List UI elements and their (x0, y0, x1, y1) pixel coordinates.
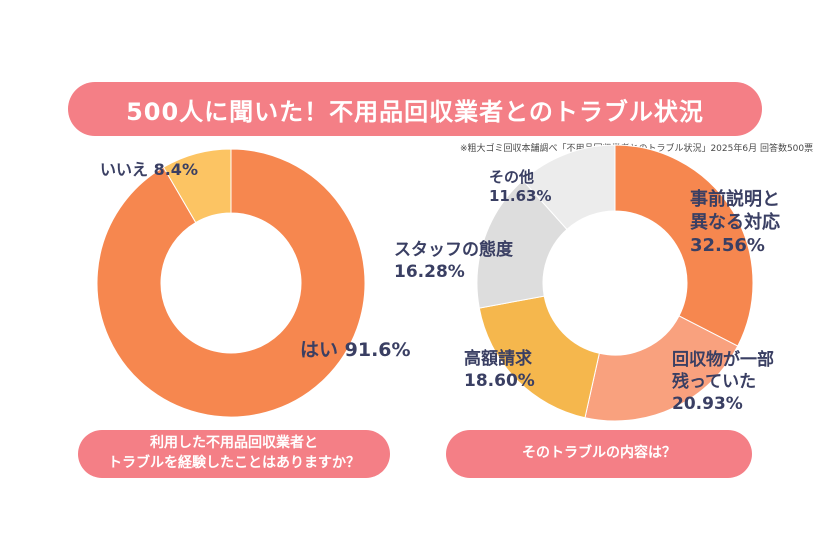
title-banner: 500人に聞いた！不用品回収業者とのトラブル状況 (68, 82, 762, 136)
right-label-other-value: 11.63% (489, 187, 552, 206)
right-label-explanation-line2: 異なる対応 (690, 212, 780, 234)
left-label-no: いいえ 8.4% (100, 160, 198, 180)
right-label-leftover-line1: 回収物が一部 (672, 350, 774, 370)
right-label-explanation-value: 32.56% (690, 235, 765, 257)
question-pill-right: そのトラブルの内容は？ (446, 430, 752, 478)
question-left-line2: トラブルを経験したことはありますか？ (108, 455, 360, 471)
right-slice-2 (478, 295, 600, 419)
right-label-staff-value: 16.28% (394, 261, 465, 282)
right-label-leftover-value: 20.93% (672, 393, 743, 414)
right-label-staff-name: スタッフの態度 (394, 240, 513, 260)
left-label-no-value: 8.4% (153, 160, 198, 179)
left-slice-1 (162, 148, 232, 224)
question-pill-left: 利用した不用品回収業者と トラブルを経験したことはありますか？ (78, 430, 390, 478)
right-slice-0 (614, 144, 754, 347)
left-slice-0 (96, 148, 366, 418)
question-left-line1: 利用した不用品回収業者と (150, 435, 318, 452)
left-label-yes-value: 91.6% (344, 339, 411, 361)
left-label-yes-name: はい (300, 339, 339, 361)
right-label-overcharge-value: 18.60% (464, 370, 535, 391)
right-label-other-name: その他 (489, 168, 535, 186)
left-label-no-name: いいえ (100, 160, 149, 179)
right-label-other: その他 11.63% (489, 168, 551, 206)
right-label-explanation: 事前説明と 異なる対応 32.56% (690, 188, 780, 257)
right-label-overcharge-name: 高額請求 (464, 349, 532, 369)
left-label-yes: はい 91.6% (300, 338, 411, 362)
right-label-staff: スタッフの態度 16.28% (394, 240, 513, 284)
question-right-line1: そのトラブルの内容は？ (522, 445, 676, 462)
page-title: 500人に聞いた！不用品回収業者とのトラブル状況 (126, 97, 704, 126)
right-label-overcharge: 高額請求 18.60% (464, 349, 535, 393)
right-label-leftover-line2: 残っていた (672, 371, 757, 392)
right-label-explanation-line1: 事前説明と (690, 189, 780, 210)
right-label-leftover: 回収物が一部 残っていた 20.93% (672, 350, 774, 415)
right-slice-4 (522, 144, 616, 231)
right-slice-1 (584, 315, 739, 422)
